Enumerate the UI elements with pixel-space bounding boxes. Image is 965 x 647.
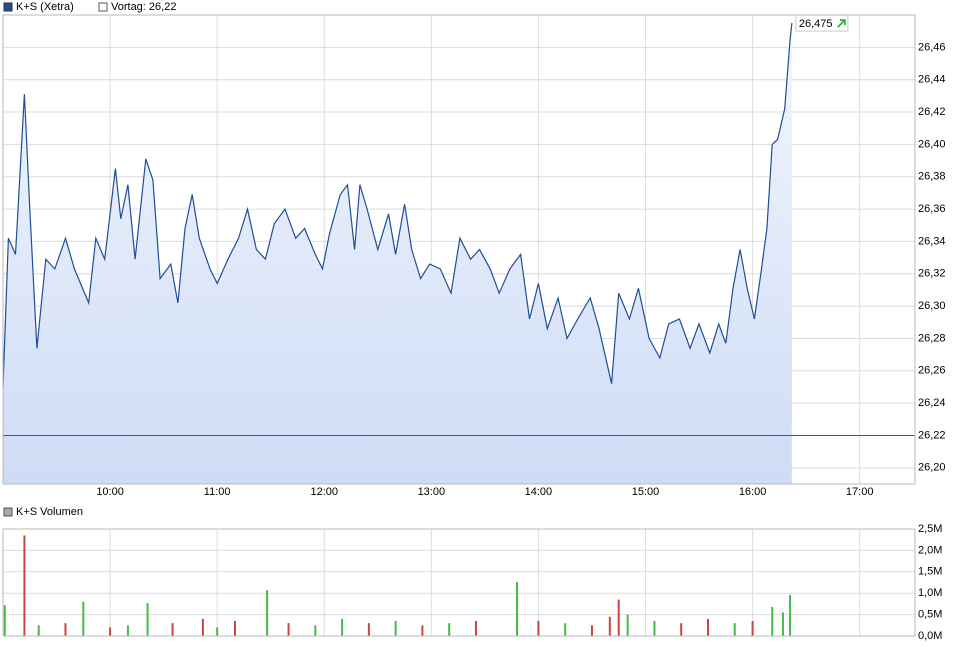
y-tick-label: 26,40: [918, 138, 946, 150]
plot-border: [2, 528, 916, 637]
volume-bar: [733, 623, 736, 636]
volume-bar: [146, 603, 149, 636]
y-tick-label: 1,0M: [918, 587, 942, 599]
y-tick-label: 2,0M: [918, 544, 942, 556]
volume-bar: [590, 625, 593, 636]
volume-bar: [126, 625, 129, 636]
volume-bar: [171, 623, 174, 636]
volume-bar: [201, 618, 204, 636]
volume-bar: [448, 623, 451, 636]
plot-frame: [2, 528, 916, 637]
volume-bar: [680, 623, 683, 636]
y-tick-label: 26,38: [918, 171, 946, 183]
volume-bar: [341, 618, 344, 636]
volume-bar: [617, 599, 620, 636]
y-tick-label: 2,5M: [918, 523, 942, 535]
volume-bar: [23, 535, 26, 636]
x-tick-label: 13:00: [418, 486, 446, 498]
volume-bar: [314, 625, 317, 636]
y-tick-label: 26,44: [918, 74, 946, 86]
x-tick-label: 10:00: [96, 486, 124, 498]
volume-bar: [474, 621, 477, 636]
legend-label: Vortag: 26,22: [111, 1, 176, 13]
y-tick-label: 26,26: [918, 365, 946, 377]
y-tick-label: 26,46: [918, 41, 946, 53]
legend-label: K+S (Xetra): [16, 1, 74, 13]
volume-bar: [608, 616, 611, 636]
volume-bar: [789, 594, 792, 636]
volume-bar: [64, 623, 67, 636]
price-area: [3, 23, 792, 484]
last-price-label: 26,475: [799, 18, 833, 30]
price-line: [2, 23, 793, 388]
volume-bar: [37, 625, 40, 636]
x-tick-label: 15:00: [632, 486, 660, 498]
volume-bar: [3, 605, 6, 636]
volume-bar: [537, 621, 540, 636]
last-price-arrow: [837, 19, 846, 28]
volume-bar: [781, 612, 784, 636]
y-tick-label: 26,30: [918, 300, 946, 312]
y-tick-label: 26,20: [918, 462, 946, 474]
y-tick-label: 26,42: [918, 106, 946, 118]
volume-bar: [287, 623, 290, 636]
volume-bar: [751, 621, 754, 636]
volume-bar: [234, 621, 237, 636]
volume-bar: [266, 590, 269, 636]
volume-title: K+S Volumen: [16, 506, 83, 518]
y-tick-label: 0,5M: [918, 609, 942, 621]
volume-bar: [653, 621, 656, 636]
volume-bar: [82, 601, 85, 636]
y-tick-label: 26,32: [918, 268, 946, 280]
x-tick-label: 11:00: [204, 486, 231, 498]
y-tick-label: 26,22: [918, 429, 946, 441]
y-tick-label: 26,24: [918, 397, 946, 409]
y-tick-label: 26,36: [918, 203, 946, 215]
plot-border: [2, 14, 916, 485]
y-tick-label: 0,0M: [918, 630, 942, 642]
y-tick-label: 26,34: [918, 235, 946, 247]
x-tick-label: 17:00: [846, 486, 874, 498]
volume-bar: [421, 625, 424, 636]
volume-bar: [626, 614, 629, 636]
legend-swatch: [98, 2, 108, 12]
legend-swatch: [3, 2, 13, 12]
volume-bar: [216, 627, 219, 636]
volume-bar: [771, 606, 774, 636]
x-tick-label: 12:00: [310, 486, 338, 498]
volume-bar: [706, 618, 709, 636]
x-tick-label: 16:00: [739, 486, 767, 498]
x-tick-label: 14:00: [525, 486, 553, 498]
volume-bar: [394, 621, 397, 636]
y-tick-label: 26,28: [918, 332, 946, 344]
volume-bar: [109, 627, 112, 636]
volume-bar: [367, 623, 370, 636]
y-tick-label: 1,5M: [918, 566, 942, 578]
volume-bar: [564, 623, 567, 636]
legend-swatch: [3, 507, 13, 517]
volume-bar: [516, 582, 519, 636]
